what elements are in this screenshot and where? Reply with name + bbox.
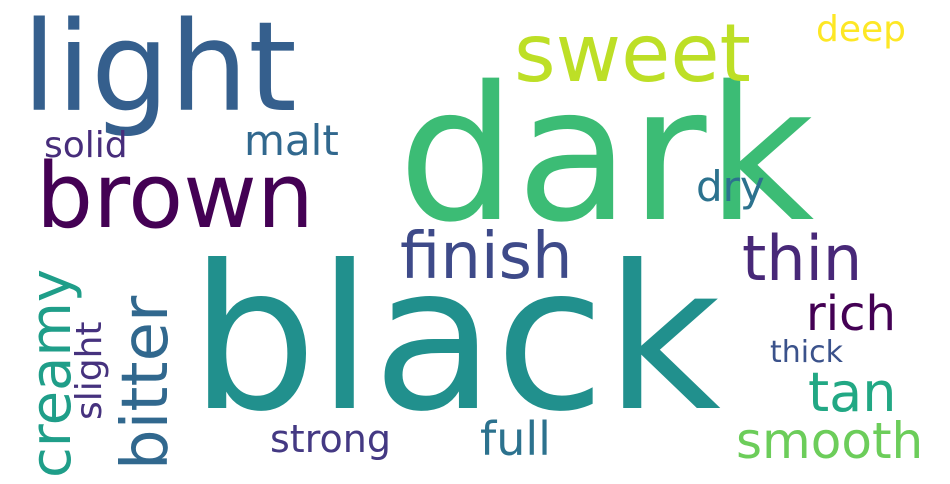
word-tan: tan — [808, 361, 897, 424]
word-sweet: sweet — [514, 7, 751, 100]
word-smooth: smooth — [736, 412, 924, 470]
word-dry: dry — [696, 162, 765, 211]
word-dark: dark — [398, 46, 815, 263]
word-deep: deep — [816, 9, 906, 50]
word-brown: brown — [36, 144, 314, 249]
word-finish: finish — [400, 220, 573, 294]
word-strong: strong — [270, 417, 391, 461]
word-thin: thin — [742, 222, 863, 295]
word-solid: solid — [44, 125, 128, 166]
word-thick: thick — [770, 335, 843, 370]
word-malt: malt — [244, 116, 339, 165]
word-slight: slight — [69, 321, 110, 420]
word-rich: rich — [806, 286, 896, 342]
word-light: light — [22, 0, 297, 140]
word-bitter: bitter — [109, 295, 183, 470]
word-full: full — [480, 412, 551, 466]
word-black: black — [190, 223, 721, 456]
